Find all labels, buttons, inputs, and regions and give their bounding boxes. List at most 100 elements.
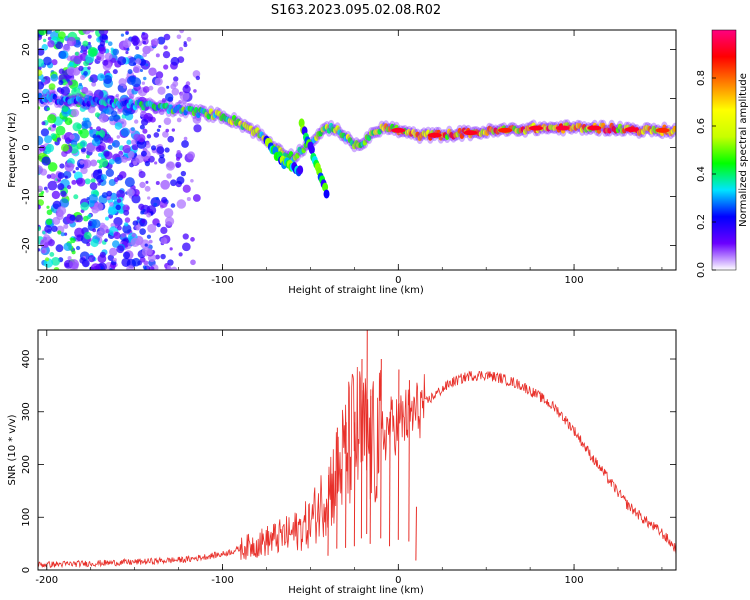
ridge-peak — [655, 127, 670, 133]
noise-cell — [122, 107, 131, 116]
noise-cell — [156, 146, 165, 154]
noise-cell — [181, 99, 187, 105]
noise-cell — [80, 50, 84, 54]
noise-cell — [107, 41, 113, 47]
noise-cell — [51, 256, 61, 266]
noise-cell — [145, 63, 149, 67]
noise-cell — [87, 213, 92, 218]
noise-cell — [69, 259, 80, 270]
noise-cell — [78, 65, 84, 72]
noise-cell — [124, 217, 131, 223]
noise-cell — [69, 214, 76, 221]
noise-cell — [96, 159, 101, 164]
noise-cell — [156, 128, 161, 132]
noise-cell — [140, 239, 150, 249]
ridge-cell — [231, 115, 237, 122]
noise-cell — [108, 115, 115, 122]
noise-cell — [162, 131, 169, 138]
noise-cell — [64, 175, 68, 179]
colorbar-ticks: 0.0 0.2 0.4 0.6 0.8 — [696, 70, 716, 278]
noise-cell — [117, 225, 122, 231]
ridge-peak — [529, 125, 544, 131]
y-tick-label: -10 — [21, 188, 32, 204]
noise-cell — [121, 233, 126, 238]
noise-cell — [71, 250, 76, 255]
noise-cell — [90, 263, 101, 270]
noise-cell — [142, 40, 146, 44]
ridge-peak — [587, 125, 602, 131]
ridge-cell — [229, 119, 235, 126]
noise-cell — [89, 30, 95, 33]
noise-cell — [45, 257, 50, 262]
noise-cell — [60, 143, 69, 152]
noise-cell — [171, 88, 180, 96]
noise-cell — [122, 144, 131, 154]
noise-cell — [131, 257, 141, 267]
noise-cell — [71, 87, 81, 97]
noise-cell — [127, 242, 131, 247]
figure-title: S163.2023.095.02.08.R02 — [271, 3, 441, 18]
noise-cell — [132, 160, 138, 166]
noise-cell — [126, 139, 132, 145]
noise-cell — [66, 66, 76, 76]
noise-cell — [144, 185, 151, 192]
snr-series-line — [38, 366, 676, 569]
noise-cell — [99, 251, 106, 258]
noise-cell — [109, 267, 113, 270]
ridge-cell — [164, 102, 169, 109]
noise-cell — [126, 48, 130, 52]
noise-cell — [186, 196, 191, 202]
noise-cell — [46, 174, 52, 179]
noise-cell — [60, 232, 65, 237]
noise-cell — [141, 118, 149, 126]
ridge-cell — [362, 139, 368, 146]
snr-marks — [38, 330, 676, 569]
noise-cell — [160, 226, 168, 234]
noise-cell — [130, 139, 137, 145]
noise-cell — [45, 218, 53, 225]
noise-cell — [165, 128, 170, 133]
noise-cell — [140, 210, 145, 215]
noise-cell — [133, 133, 141, 141]
noise-cell — [99, 40, 106, 47]
ridge-cell — [206, 113, 212, 120]
colorbar-tick-label: 0.4 — [696, 166, 707, 182]
ridge-cell — [193, 107, 199, 114]
noise-cell — [121, 156, 128, 163]
noise-cell — [122, 224, 132, 234]
noise-cell — [58, 79, 64, 86]
ridge-cell — [217, 110, 222, 117]
snr-spike — [336, 427, 338, 549]
noise-cell — [112, 240, 120, 248]
noise-cell — [182, 184, 191, 193]
snr-spike — [380, 359, 382, 539]
noise-cell — [72, 122, 82, 132]
ridge-cell — [301, 147, 306, 154]
noise-cell — [38, 135, 44, 146]
noise-cell — [114, 157, 122, 165]
noise-cell — [84, 178, 91, 185]
noise-cell — [105, 168, 114, 178]
noise-cell — [47, 36, 52, 41]
noise-cell — [118, 171, 127, 179]
noise-cell — [170, 203, 176, 208]
noise-cell — [90, 238, 99, 248]
noise-cell — [155, 254, 160, 260]
ridge-cell — [196, 112, 201, 119]
noise-cell — [104, 52, 113, 61]
noise-cell — [107, 254, 115, 261]
ridge-cell — [295, 152, 300, 159]
noise-cell — [101, 192, 108, 199]
y-tick-label: -20 — [21, 237, 32, 253]
noise-cell — [146, 134, 152, 139]
y-tick-label: 100 — [21, 508, 32, 527]
noise-cell — [40, 247, 47, 254]
noise-cell — [116, 135, 121, 139]
noise-cell — [175, 161, 182, 168]
noise-cell — [138, 171, 146, 179]
noise-cell — [90, 178, 96, 184]
noise-cell — [45, 143, 55, 153]
noise-cell — [130, 237, 140, 248]
noise-cell — [138, 203, 145, 210]
